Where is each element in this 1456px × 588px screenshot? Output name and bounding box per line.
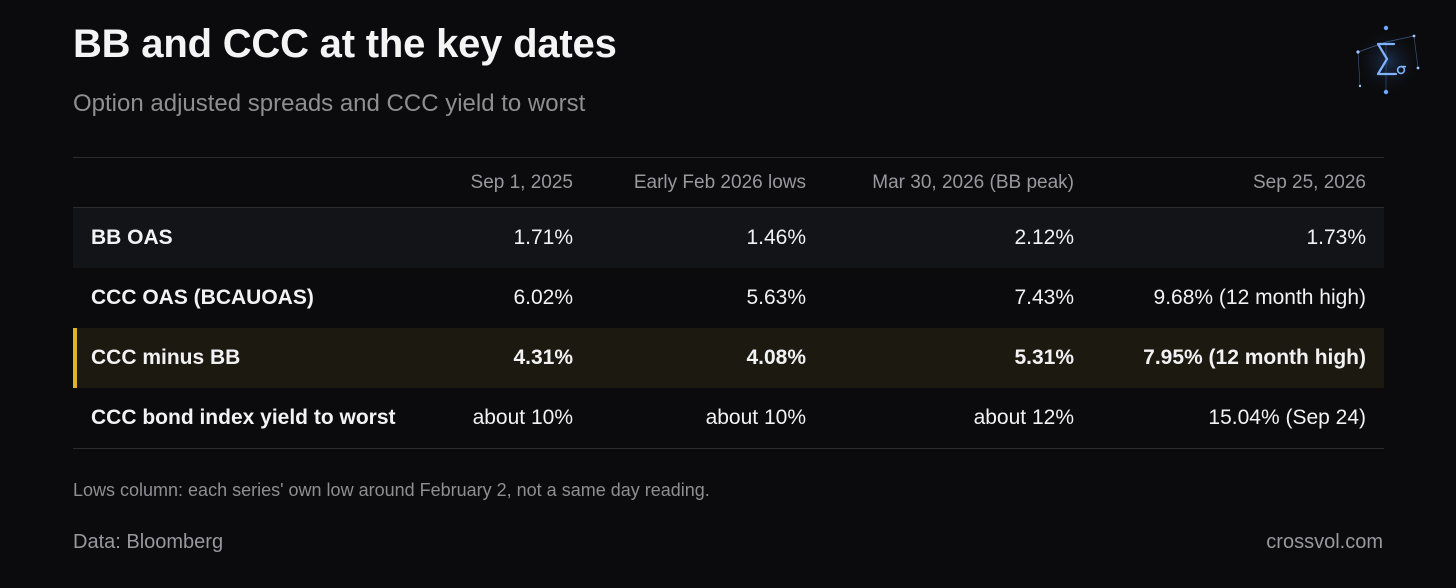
table-header-row: Sep 1, 2025 Early Feb 2026 lows Mar 30, …: [73, 157, 1384, 208]
table-cell: 1.73%: [1306, 226, 1366, 249]
table-cell: about 10%: [472, 406, 573, 429]
table-cell: 1.71%: [513, 226, 573, 249]
table-cell: about 10%: [705, 406, 806, 429]
row-label: BB OAS: [91, 226, 173, 249]
row-label: CCC minus BB: [73, 328, 439, 388]
table-row-bb-oas: BB OAS 1.71% 1.46% 2.12% 1.73%: [73, 207, 1384, 268]
column-header-mar-2026: Mar 30, 2026 (BB peak): [872, 171, 1074, 193]
data-table-container: Sep 1, 2025 Early Feb 2026 lows Mar 30, …: [73, 157, 1384, 449]
table-cell: 2.12%: [1014, 226, 1074, 249]
site-credit: crossvol.com: [1266, 531, 1383, 553]
table-cell: 1.46%: [746, 226, 806, 249]
table-cell: 15.04% (Sep 24): [1208, 406, 1366, 429]
sigma-network-logo: [1346, 20, 1426, 100]
column-header-sep-2025: Sep 1, 2025: [470, 171, 573, 193]
logo-graphic: [1354, 25, 1422, 96]
page-subtitle: Option adjusted spreads and CCC yield to…: [73, 90, 586, 117]
column-header-feb-2026: Early Feb 2026 lows: [633, 171, 806, 193]
table-cell: 4.08%: [746, 346, 806, 369]
data-source: Data: Bloomberg: [73, 531, 224, 553]
row-label: CCC OAS (BCAUOAS): [91, 286, 314, 309]
page-title: BB and CCC at the key dates: [73, 22, 617, 66]
table-cell: 5.63%: [746, 286, 806, 309]
column-header-sep-2026: Sep 25, 2026: [1252, 171, 1366, 193]
table-cell: 4.31%: [513, 346, 573, 369]
table-cell: 7.43%: [1014, 286, 1074, 309]
table-row-ccc-minus-bb-highlighted: CCC minus BB 4.31% 4.08% 5.31% 7.95% (12…: [73, 328, 1384, 388]
table-row-ccc-ytw: CCC bond index yield to worst about 10% …: [73, 388, 1384, 449]
footnote: Lows column: each series' own low around…: [73, 480, 710, 500]
table-cell: 9.68% (12 month high): [1153, 286, 1366, 309]
spreads-table: Sep 1, 2025 Early Feb 2026 lows Mar 30, …: [73, 157, 1384, 449]
table-row-ccc-oas: CCC OAS (BCAUOAS) 6.02% 5.63% 7.43% 9.68…: [73, 268, 1384, 328]
table-cell: 7.95% (12 month high): [1143, 346, 1366, 369]
table-cell: 6.02%: [513, 286, 573, 309]
row-label: CCC bond index yield to worst: [91, 406, 396, 429]
column-header-label: [73, 158, 439, 208]
table-cell: about 12%: [973, 406, 1074, 429]
table-cell: 5.31%: [1014, 346, 1074, 369]
